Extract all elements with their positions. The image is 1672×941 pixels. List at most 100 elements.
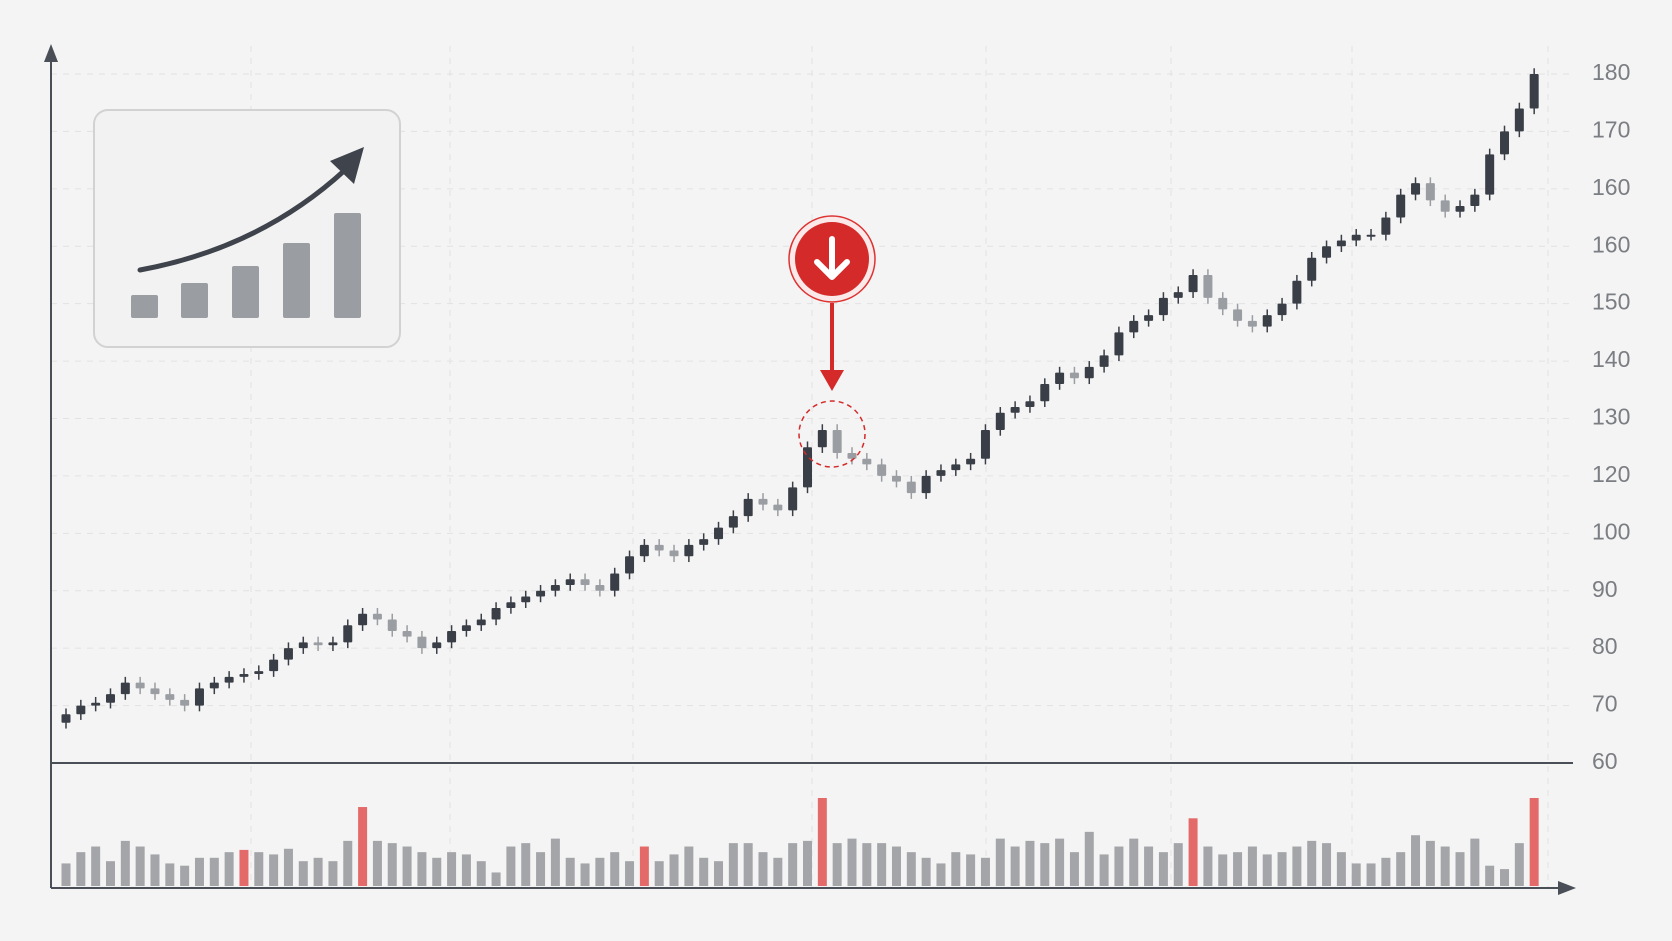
candle-body [254, 671, 264, 675]
y-tick-label: 150 [1592, 289, 1630, 315]
y-tick-label: 170 [1592, 116, 1630, 142]
volume-bar [91, 846, 101, 886]
drop-annotation [788, 215, 876, 468]
volume-bar [1455, 852, 1465, 886]
volume-bar [283, 848, 293, 886]
volume-bar [580, 863, 590, 886]
volume-bar [1188, 818, 1198, 886]
pointer-head [820, 370, 844, 391]
volume-bar [269, 854, 279, 886]
volume-bar [714, 861, 724, 886]
candle-body [417, 636, 427, 649]
candle-body [980, 429, 990, 459]
candle-body [1114, 332, 1124, 356]
candle-body [714, 527, 724, 540]
candle-body [565, 579, 575, 586]
candle-body [1277, 303, 1287, 316]
volume-bar [995, 838, 1005, 886]
alert-arrow [814, 236, 850, 280]
volume-bar [165, 863, 175, 886]
volume-bar [862, 843, 872, 886]
candle-body [743, 498, 753, 517]
candle-body [610, 573, 620, 591]
candle-body [1158, 297, 1168, 316]
volume-bar [625, 861, 635, 886]
volume-bar [1055, 838, 1065, 886]
volume-bar [832, 843, 842, 886]
volume-bar [921, 857, 931, 886]
candle-body [387, 619, 397, 631]
y-axis-labels: 60 70 80 90 100 120 130 140 150 160 160 170 180 [1592, 59, 1630, 774]
volume-bar [1010, 846, 1020, 886]
volume-bar [180, 865, 190, 886]
candle-body [150, 688, 160, 695]
candle-body [1366, 234, 1376, 237]
candle-body [550, 585, 560, 591]
volume-bar [803, 840, 812, 886]
candle-body [669, 550, 679, 557]
y-axis-arrow [44, 44, 58, 62]
volume-bar [743, 843, 753, 886]
candle-body [758, 498, 768, 505]
candles [61, 68, 1539, 729]
volume-bar [847, 838, 857, 886]
candle-body [491, 607, 501, 620]
volume-bar [1099, 854, 1109, 886]
y-tick-label: 180 [1592, 59, 1630, 85]
candle-body [135, 682, 145, 689]
candle-body [595, 585, 605, 591]
candle-body [165, 694, 175, 700]
volume-bar [1025, 840, 1035, 886]
candle-body [1500, 131, 1510, 155]
volume-bar [491, 872, 501, 886]
icon-bar [181, 283, 208, 318]
y-tick-label: 90 [1592, 576, 1618, 602]
volume-bar [209, 857, 219, 886]
volume-bar [1129, 838, 1139, 886]
candle-body [1040, 384, 1050, 402]
volume-bar [1069, 852, 1079, 886]
candle-body [862, 458, 872, 465]
volume-bar [1262, 854, 1272, 886]
candle-body [803, 447, 812, 488]
candle-body [1084, 366, 1094, 379]
candle-body [891, 475, 901, 482]
candle-body [951, 464, 961, 471]
candle-body [180, 699, 190, 706]
candle-body [328, 642, 338, 646]
candle-body [728, 516, 738, 528]
volume-bar [1529, 798, 1539, 886]
volume-bar [936, 863, 946, 886]
volume-bar [358, 807, 368, 886]
volume-bar [684, 846, 694, 886]
candle-body [1381, 217, 1391, 235]
volume-bar [432, 857, 442, 886]
volume-bar [1277, 852, 1287, 886]
volume-bar [1144, 846, 1154, 886]
candle-body [476, 619, 486, 626]
candle-body [921, 475, 931, 494]
candle-body [298, 642, 308, 649]
candle-body [684, 544, 694, 557]
candle-body [1218, 297, 1228, 310]
candle-body [1425, 183, 1435, 201]
candle-body [120, 682, 130, 695]
volume-bar [447, 852, 457, 886]
volume-bar [1233, 852, 1243, 886]
y-tick-label: 130 [1592, 404, 1630, 430]
candle-body [788, 487, 798, 511]
volume-bar [951, 852, 961, 886]
volume-bar [506, 846, 516, 886]
candle-body [269, 659, 279, 672]
volume-bar [1247, 846, 1257, 886]
volume-bar [891, 846, 901, 886]
candle-body [1485, 154, 1495, 195]
volume-bar [417, 852, 427, 886]
volume-bar [1470, 838, 1480, 886]
candle-body [625, 556, 635, 574]
candle-body [313, 642, 323, 646]
candle-body [1396, 194, 1406, 218]
volume-bar [1292, 846, 1302, 886]
candle-body [699, 539, 709, 545]
